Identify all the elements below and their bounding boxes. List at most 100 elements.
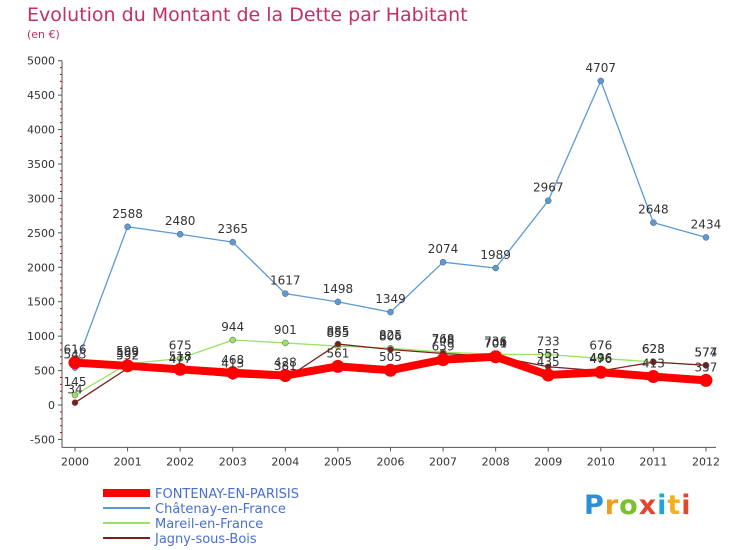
data-point xyxy=(544,351,552,358)
y-tick-label: 500 xyxy=(34,365,55,378)
legend-label: Jagny-sous-Bois xyxy=(154,532,257,547)
data-point xyxy=(436,353,450,367)
x-tick-label: 2008 xyxy=(482,455,510,468)
data-point xyxy=(331,359,345,373)
logo-letter: i xyxy=(657,490,668,521)
data-point xyxy=(541,368,555,382)
data-point xyxy=(650,358,657,366)
y-tick-label: 2500 xyxy=(27,227,55,240)
data-point xyxy=(124,223,131,231)
chart-legend: FONTENAY-EN-PARISISChâtenay-en-FranceMar… xyxy=(103,487,299,547)
x-tick-label: 2010 xyxy=(587,455,615,468)
data-label: 561 xyxy=(326,346,349,360)
data-label: 628 xyxy=(642,342,665,356)
data-label: 34 xyxy=(67,383,82,397)
y-tick-label: 1500 xyxy=(27,296,55,309)
data-point xyxy=(489,350,503,364)
data-label: 825 xyxy=(379,328,402,342)
x-tick-label: 2012 xyxy=(692,455,720,468)
legend-label: Châtenay-en-France xyxy=(155,502,286,517)
y-tick-label: 3500 xyxy=(27,158,55,171)
chart-axes: -500 0 500 1000 1500 2000 2500 3000 3500 4000 4500… xyxy=(27,55,720,469)
legend-label: FONTENAY-EN-PARISIS xyxy=(155,487,299,502)
data-label: 555 xyxy=(537,347,560,361)
data-label: 885 xyxy=(326,324,349,338)
data-label: 2967 xyxy=(533,181,564,195)
logo-letter: r xyxy=(604,490,620,521)
data-point xyxy=(334,298,342,306)
data-point xyxy=(173,362,187,376)
data-label: 468 xyxy=(221,353,244,367)
data-label: 357 xyxy=(695,360,718,374)
data-point xyxy=(387,346,394,353)
data-point xyxy=(702,234,710,241)
data-label: 748 xyxy=(432,333,455,347)
logo-letter: x xyxy=(638,490,658,521)
data-label: 676 xyxy=(589,338,612,352)
data-label: 2588 xyxy=(112,207,143,221)
data-point xyxy=(439,258,447,266)
data-label: 2434 xyxy=(691,217,722,231)
chart-title: Evolution du Montant de la Dette par Hab… xyxy=(27,4,468,26)
data-label: 496 xyxy=(589,351,612,365)
data-label: 1617 xyxy=(270,274,301,288)
data-labels-layer: 543 2588 2480 2365 1617 1498 1349 2074 1989 2967 4… xyxy=(64,61,722,397)
data-label: 736 xyxy=(484,334,507,348)
x-tick-label: 2005 xyxy=(324,455,352,468)
x-tick-label: 2001 xyxy=(114,455,142,468)
x-tick-label: 2007 xyxy=(429,455,457,468)
data-label: 477 xyxy=(169,352,192,366)
data-label: 505 xyxy=(379,350,402,364)
x-tick-label: 2004 xyxy=(271,455,299,468)
chart-subtitle: (en €) xyxy=(27,28,60,41)
y-tick-label: 2000 xyxy=(27,261,55,274)
x-tick-label: 2000 xyxy=(61,455,89,468)
y-tick-label: 4500 xyxy=(27,89,55,102)
data-point xyxy=(597,77,605,85)
y-tick-label: 4000 xyxy=(27,124,55,137)
x-tick-label: 2002 xyxy=(166,455,194,468)
data-point xyxy=(492,264,499,272)
data-label: 1989 xyxy=(480,248,511,262)
data-label: 435 xyxy=(537,355,560,369)
data-point xyxy=(383,363,397,377)
data-point xyxy=(699,373,713,387)
data-label: 659 xyxy=(432,340,455,354)
data-point xyxy=(650,219,657,226)
data-point xyxy=(229,336,236,344)
data-point xyxy=(334,340,342,348)
legend-label: Mareil-en-France xyxy=(155,517,263,532)
y-tick-label: -500 xyxy=(30,433,55,446)
logo-letter: t xyxy=(667,490,682,521)
data-label: 4707 xyxy=(586,61,617,75)
data-label: 2365 xyxy=(217,222,248,236)
data-label: 518 xyxy=(169,349,192,363)
data-label: 543 xyxy=(64,348,87,362)
data-point xyxy=(176,230,184,238)
data-label: 2648 xyxy=(638,203,669,217)
data-label: 476 xyxy=(589,352,612,366)
data-label: 2074 xyxy=(428,242,459,256)
data-label: 704 xyxy=(484,337,507,351)
data-label: 2480 xyxy=(165,214,196,228)
data-label: 413 xyxy=(221,357,244,371)
data-label: 413 xyxy=(642,357,665,371)
logo-letter: o xyxy=(619,490,639,521)
x-tick-label: 2011 xyxy=(639,455,667,468)
series-layer xyxy=(68,77,713,406)
data-label: 532 xyxy=(116,348,139,362)
data-label: 623 xyxy=(642,342,665,356)
x-tick-label: 2003 xyxy=(219,455,247,468)
data-label: 806 xyxy=(379,329,402,343)
data-point xyxy=(176,355,184,362)
data-point xyxy=(282,339,289,347)
data-point xyxy=(594,365,608,379)
data-label: 701 xyxy=(484,337,507,351)
x-tick-label: 2006 xyxy=(376,455,404,468)
data-point xyxy=(71,399,79,406)
data-point xyxy=(387,308,394,316)
data-point xyxy=(597,355,605,362)
data-label: 1349 xyxy=(375,292,406,306)
data-label: 428 xyxy=(274,356,297,370)
